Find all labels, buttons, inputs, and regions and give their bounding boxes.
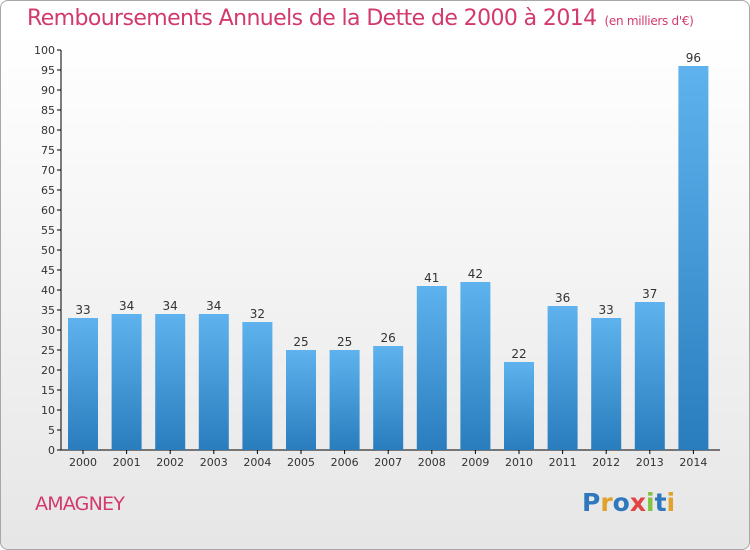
- bar[interactable]: [329, 350, 360, 450]
- x-tick-label: 2014: [679, 456, 707, 469]
- proxiti-logo[interactable]: Proxiti: [582, 488, 675, 517]
- x-tick-label: 2010: [505, 456, 533, 469]
- bar[interactable]: [373, 346, 404, 450]
- logo-letter: x: [629, 488, 646, 517]
- y-tick-label: 40: [41, 284, 55, 297]
- bar[interactable]: [286, 350, 316, 450]
- bar-value-label: 25: [293, 335, 308, 349]
- logo-letter: i: [646, 488, 655, 517]
- chart-subtitle: (en milliers d'€): [604, 14, 694, 28]
- bar-value-label: 36: [555, 291, 570, 305]
- bar-value-label: 37: [642, 287, 657, 301]
- x-tick-label: 2001: [113, 456, 141, 469]
- bar[interactable]: [111, 314, 142, 450]
- commune-name: AMAGNEY: [35, 493, 125, 515]
- bar[interactable]: [242, 322, 273, 450]
- bar-value-label: 26: [381, 331, 396, 345]
- y-tick-label: 70: [41, 164, 55, 177]
- bar[interactable]: [504, 362, 534, 450]
- y-tick-label: 0: [48, 444, 55, 457]
- bar-value-label: 33: [75, 303, 90, 317]
- y-tick-label: 45: [41, 264, 55, 277]
- chart-bars: 33 2000 34 2001 34 2002 34 2003 32 2004 25 2005 25 20…: [68, 51, 709, 469]
- y-tick-label: 35: [41, 304, 55, 317]
- x-tick-label: 2007: [374, 456, 402, 469]
- bar[interactable]: [416, 286, 447, 450]
- y-tick-label: 75: [41, 144, 55, 157]
- y-tick-label: 100: [34, 44, 55, 57]
- bar-value-label: 41: [424, 271, 439, 285]
- bar-value-label: 32: [250, 307, 265, 321]
- logo-letter: o: [612, 488, 630, 517]
- bar[interactable]: [591, 318, 622, 450]
- x-tick-label: 2012: [592, 456, 620, 469]
- y-tick-label: 55: [41, 224, 55, 237]
- bar-value-label: 96: [686, 51, 701, 65]
- logo-letter: r: [600, 488, 613, 517]
- bar-value-label: 42: [468, 267, 483, 281]
- bar[interactable]: [68, 318, 98, 450]
- logo-letter: i: [666, 488, 676, 517]
- bar-value-label: 25: [337, 335, 352, 349]
- y-tick-label: 80: [41, 124, 55, 137]
- bar-value-label: 34: [163, 299, 178, 313]
- bar[interactable]: [678, 66, 709, 450]
- y-tick-label: 50: [41, 244, 55, 257]
- x-tick-label: 2000: [69, 456, 97, 469]
- x-tick-label: 2003: [200, 456, 228, 469]
- x-tick-label: 2008: [418, 456, 446, 469]
- bar-value-label: 33: [599, 303, 614, 317]
- bar[interactable]: [547, 306, 578, 450]
- y-tick-label: 30: [41, 324, 55, 337]
- x-tick-label: 2006: [331, 456, 359, 469]
- x-tick-label: 2009: [461, 456, 489, 469]
- x-tick-label: 2005: [287, 456, 315, 469]
- y-tick-label: 10: [41, 404, 55, 417]
- bar[interactable]: [155, 314, 186, 450]
- y-tick-label: 20: [41, 364, 55, 377]
- y-tick-label: 85: [41, 104, 55, 117]
- bar[interactable]: [460, 282, 491, 450]
- y-tick-label: 25: [41, 344, 55, 357]
- y-tick-label: 90: [41, 84, 55, 97]
- bar-value-label: 22: [511, 347, 526, 361]
- x-tick-label: 2004: [243, 456, 271, 469]
- x-tick-label: 2002: [156, 456, 184, 469]
- logo-letter: t: [654, 488, 667, 517]
- x-tick-label: 2013: [636, 456, 664, 469]
- y-tick-label: 95: [41, 64, 55, 77]
- y-tick-label: 5: [48, 424, 55, 437]
- bar-value-label: 34: [119, 299, 134, 313]
- logo-letter: P: [582, 488, 601, 517]
- x-tick-label: 2011: [549, 456, 577, 469]
- bar-value-label: 34: [206, 299, 221, 313]
- y-tick-label: 60: [41, 204, 55, 217]
- y-tick-label: 65: [41, 184, 55, 197]
- bar[interactable]: [634, 302, 665, 450]
- bar[interactable]: [198, 314, 229, 450]
- chart-title-block: Remboursements Annuels de la Dette de 20…: [27, 6, 694, 31]
- y-tick-label: 15: [41, 384, 55, 397]
- chart-title: Remboursements Annuels de la Dette de 20…: [27, 6, 597, 31]
